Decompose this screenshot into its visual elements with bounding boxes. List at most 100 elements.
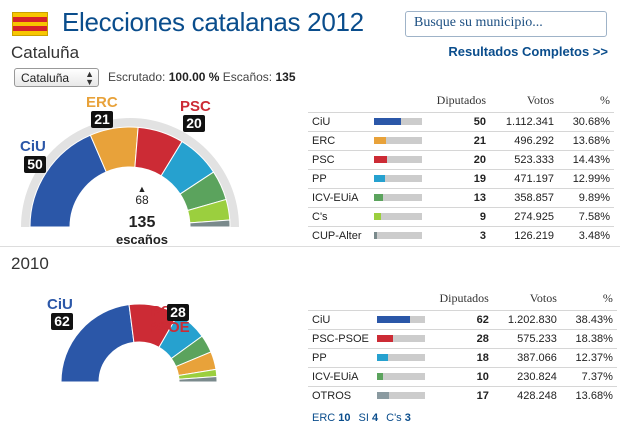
party-name: CiU [308,309,373,329]
others-name: SI [358,412,369,424]
vote-bar-fill [374,213,381,220]
percent-value: 7.58% [558,206,614,226]
vote-bar-track [374,156,422,163]
party-name: ICV-EUiA [308,187,370,207]
vote-bar [370,111,430,131]
table-row: CiU 62 1.202.830 38.43% [308,309,617,329]
results-table-2012: Diputados Votos % CiU 50 1.112.341 30.68% ER… [308,90,614,245]
others-seats: 3 [404,412,411,424]
vote-bar-track [376,373,425,380]
percent-value: 13.68% [560,385,617,405]
vote-bar-fill [376,316,411,323]
table-header: Diputados Votos % [308,288,617,310]
vote-bar-track [376,316,425,323]
label-ciu-2012: CiU [20,138,46,155]
total-seats-number: 135 [128,214,156,231]
scrutiny-value: 100.00 % [168,70,220,84]
majority-arrow-icon: ▲ [137,184,147,194]
vote-bar-track [374,232,422,240]
party-name: PSC-PSOE [308,328,373,348]
seats-value: 10 [432,366,493,386]
total-seats: 135 escaños [100,214,184,247]
others-name: C's [386,412,402,424]
table-row: PP 19 471.197 12.99% [308,168,614,188]
party-name: PSC [180,98,211,115]
party-name: PP [308,168,370,188]
votes-value: 387.066 [492,347,561,367]
col-pct: % [600,93,610,108]
col-diputados: Diputados [436,93,486,108]
col-diputados: Diputados [439,291,489,306]
region-select-value: Cataluña [21,71,70,85]
party-name: C's [308,206,370,226]
table-row: ERC 21 496.292 13.68% [308,130,614,150]
vote-bar [372,366,433,386]
majority-value: 68 [135,193,149,207]
party-name: CiU [20,138,46,155]
scrutiny-label: Escrutado: [108,70,166,84]
party-name: PP [308,347,373,367]
seats-value: 28 [432,328,493,348]
votes-value: 1.112.341 [490,111,558,131]
vote-bar [372,347,433,367]
seats-value: 62 [432,309,493,329]
seats-value: 17 [432,385,493,405]
vote-bar-track [374,213,422,220]
seats-value: 18 [432,347,493,367]
party-name: CiU [308,111,370,131]
others-item: C's 3 [386,412,411,424]
votes-value: 1.202.830 [492,309,561,329]
others-item: ERC 10 [312,412,351,424]
vote-bar [370,130,430,150]
hemicycle-chart-2010 [60,303,218,383]
votes-value: 471.197 [490,168,558,188]
hemicycle-segment [60,304,135,383]
section-divider [0,246,620,247]
seats-value: 50 [430,111,490,131]
results-table-2010: Diputados Votos % CiU 62 1.202.830 38.43% PS… [308,288,617,405]
votes-value: 274.925 [490,206,558,226]
select-arrows-icon: ▲ ▼ [85,69,94,87]
percent-value: 18.38% [560,328,617,348]
page-title: Elecciones catalanas 2012 [62,7,364,37]
seats-ciu-2010: 62 [51,313,73,330]
vote-bar-track [374,194,422,201]
catalan-flag-icon [12,12,48,36]
col-votos: Votos [529,291,557,306]
region-select[interactable]: Cataluña ▲ ▼ [14,68,99,87]
label-erc-2012: ERC [86,94,118,111]
percent-value: 7.37% [560,366,617,386]
scrutiny-summary: Escrutado: 100.00 % Escaños: 135 [108,70,296,84]
full-results-link[interactable]: Resultados Completos >> [448,44,608,59]
municipality-search-input[interactable]: Busque su municipio... [405,11,607,37]
table-header: Diputados Votos % [308,90,614,112]
vote-bar-fill [376,373,384,380]
party-name: OTROS [308,385,373,405]
percent-value: 30.68% [558,111,614,131]
label-ciu-2010: CiU [47,296,73,313]
votes-value: 358.857 [490,187,558,207]
vote-bar-fill [374,175,386,182]
vote-bar-track [376,354,425,361]
percent-value: 38.43% [560,309,617,329]
label-psc-2012: PSC [180,98,211,115]
table-row: PP 18 387.066 12.37% [308,347,617,367]
others-breakdown: ERC 10 SI 4 C's 3 [312,412,419,424]
percent-value: 9.89% [558,187,614,207]
vote-bar-track [374,118,422,125]
seats-value: 135 [275,70,296,84]
seats-value: 21 [430,130,490,150]
percent-value: 12.99% [558,168,614,188]
percent-value: 13.68% [558,130,614,150]
vote-bar [370,168,430,188]
vote-bar [370,187,430,207]
vote-bar-fill [376,335,393,342]
votes-value: 126.219 [490,225,558,245]
table-row: ICV-EUiA 10 230.824 7.37% [308,366,617,386]
seats-value: 9 [430,206,490,226]
vote-bar-fill [374,232,378,240]
table-row: C's 9 274.925 7.58% [308,206,614,226]
table-row: OTROS 17 428.248 13.68% [308,385,617,405]
party-name: ICV-EUiA [308,366,373,386]
table-row: CUP-Alter 3 126.219 3.48% [308,225,614,245]
